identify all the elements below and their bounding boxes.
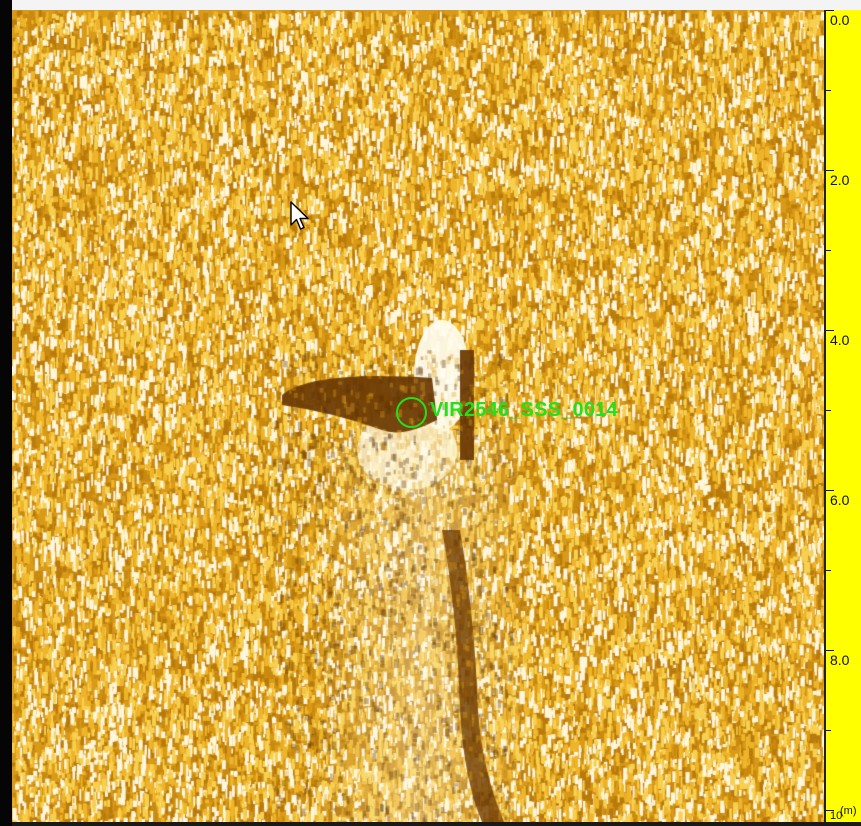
range-tick-minor <box>826 410 831 411</box>
range-scale-bar: 0.0 2.0 4.0 6.0 8.0 (m) 10 <box>824 10 861 822</box>
range-tick <box>826 330 834 331</box>
mouse-pointer-icon <box>290 201 309 230</box>
range-tick <box>826 650 834 651</box>
range-label-6: 6.0 <box>830 492 850 508</box>
range-tick-minor <box>826 570 831 571</box>
left-frame-border <box>0 0 12 826</box>
range-label-0: 0.0 <box>830 12 850 28</box>
range-tick-minor <box>826 90 831 91</box>
range-tick <box>826 170 834 171</box>
range-label-2: 2.0 <box>830 172 850 188</box>
range-label-8: 8.0 <box>830 652 850 668</box>
range-tick <box>826 810 834 811</box>
side-scan-sonar-image[interactable]: VIR2546_SSS_0014 <box>12 10 824 822</box>
range-label-10: 10 <box>830 810 843 822</box>
top-frame-border <box>12 0 861 10</box>
range-tick <box>826 490 834 491</box>
bottom-frame-border <box>12 822 861 826</box>
range-tick <box>826 10 834 11</box>
target-marker-circle[interactable] <box>396 397 427 428</box>
range-tick-minor <box>826 730 831 731</box>
range-unit-label: (m) <box>840 805 857 817</box>
range-label-4: 4.0 <box>830 332 850 348</box>
target-label[interactable]: VIR2546_SSS_0014 <box>430 399 618 421</box>
range-tick-minor <box>826 250 831 251</box>
